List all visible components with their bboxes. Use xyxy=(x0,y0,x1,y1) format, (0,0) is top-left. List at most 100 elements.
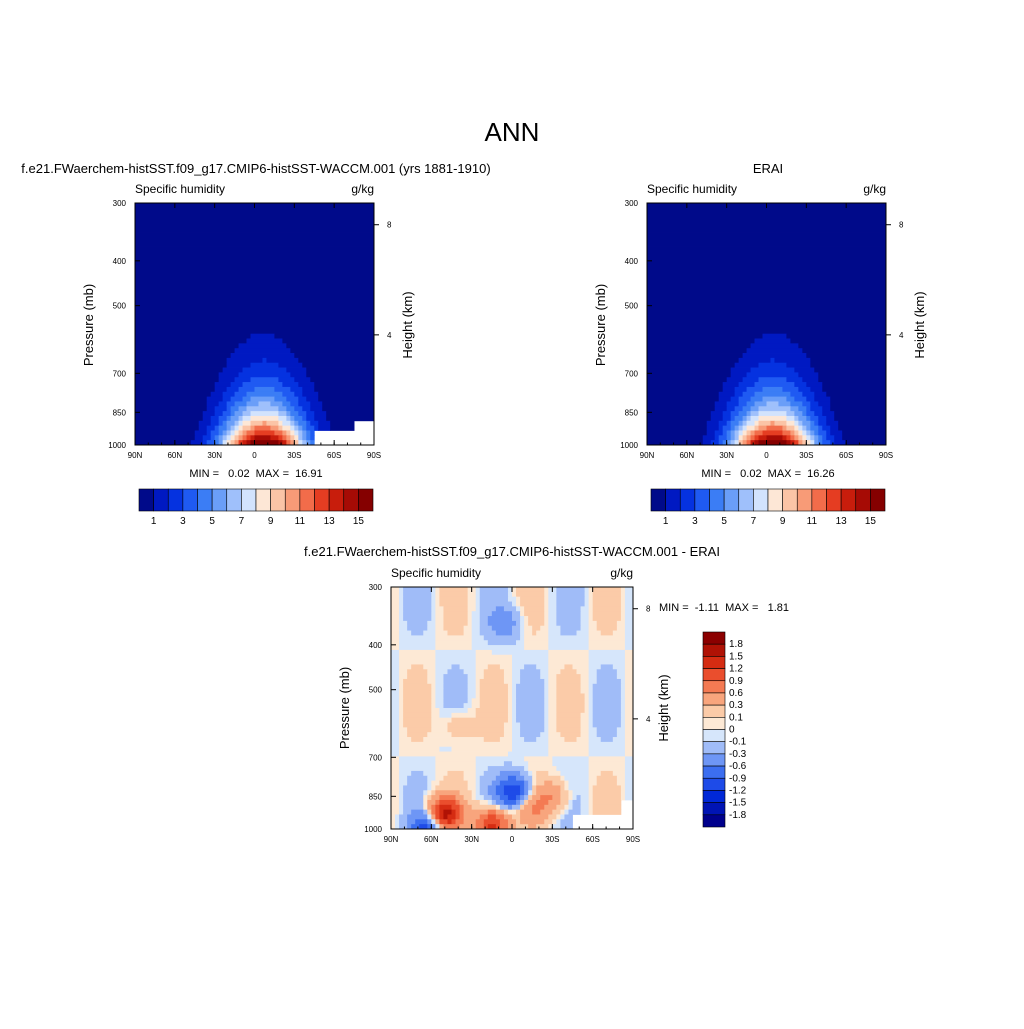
contour-cell xyxy=(399,780,408,786)
contour-cell xyxy=(399,703,404,709)
contour-cell xyxy=(278,411,287,417)
contour-cell xyxy=(786,362,811,368)
contour-cell xyxy=(475,683,481,690)
contour-cell xyxy=(544,722,549,728)
contour-cell xyxy=(624,601,634,607)
contour-cell xyxy=(135,391,212,397)
contour-cell xyxy=(250,440,279,446)
contour-cell xyxy=(507,698,513,704)
contour-cell xyxy=(580,620,590,627)
contour-cell xyxy=(443,693,469,699)
colorbar-swatch xyxy=(702,656,726,669)
contour-cell xyxy=(624,640,634,646)
contour-cell xyxy=(624,678,634,685)
contour-cell xyxy=(714,430,724,436)
contour-cell xyxy=(520,727,545,733)
contour-cell xyxy=(491,625,513,631)
contour-cell xyxy=(435,785,469,791)
contour-cell xyxy=(532,625,541,631)
contour-cell xyxy=(135,396,208,402)
contour-cell xyxy=(423,795,428,801)
contour-cell xyxy=(647,367,732,373)
contour-cell xyxy=(818,430,827,436)
colorbar-label: 9 xyxy=(268,516,274,527)
contour-cell xyxy=(455,819,464,825)
contour-cell xyxy=(298,420,307,427)
contour-cell xyxy=(710,415,724,422)
contour-cell xyxy=(742,391,755,397)
contour-cell xyxy=(507,693,513,699)
contour-cell xyxy=(588,625,598,631)
contour-cell xyxy=(495,785,505,791)
contour-cell xyxy=(588,809,594,815)
contour-cell xyxy=(616,780,626,786)
contour-cell xyxy=(503,674,513,680)
contour-cell xyxy=(746,440,751,446)
y2-tick-label: 4 xyxy=(387,331,392,340)
contour-cell xyxy=(447,722,505,728)
contour-cell xyxy=(556,611,581,617)
contour-cell xyxy=(483,669,505,675)
contour-cell xyxy=(548,645,590,651)
contour-cell xyxy=(443,625,464,631)
contour-cell xyxy=(806,353,887,359)
contour-cell xyxy=(234,440,239,446)
contour-cell xyxy=(794,425,799,431)
contour-cell xyxy=(742,430,747,436)
colorbar-swatch xyxy=(702,631,726,645)
contour-cell xyxy=(190,440,204,446)
contour-cell xyxy=(524,780,529,786)
contour-cell xyxy=(391,780,400,786)
obs-min-max: MIN = 0.02 MAX = 16.26 xyxy=(701,468,834,480)
contour-cell xyxy=(548,824,553,830)
contour-cell xyxy=(483,824,489,830)
contour-cell xyxy=(439,780,469,786)
contour-cell xyxy=(435,620,444,627)
contour-cell xyxy=(427,795,432,801)
contour-cell xyxy=(592,804,622,811)
contour-cell xyxy=(399,630,412,636)
contour-cell xyxy=(512,727,521,733)
contour-cell xyxy=(407,674,428,680)
contour-cell xyxy=(391,737,400,743)
contour-cell xyxy=(588,649,626,656)
contour-cell xyxy=(624,620,634,627)
contour-cell xyxy=(399,809,404,815)
x-tick-label: 30S xyxy=(287,451,301,460)
contour-cell xyxy=(286,430,291,436)
colorbar-label: 1.2 xyxy=(729,664,743,675)
contour-cell xyxy=(467,678,477,685)
contour-cell xyxy=(548,683,557,690)
contour-cell xyxy=(647,372,732,378)
contour-cell xyxy=(399,693,404,699)
contour-cell xyxy=(588,795,594,801)
contour-cell xyxy=(214,386,228,393)
contour-cell xyxy=(592,601,622,607)
contour-cell xyxy=(322,401,375,407)
contour-cell xyxy=(278,377,295,383)
contour-cell xyxy=(568,795,573,801)
colorbar-label: 1.8 xyxy=(729,639,743,650)
contour-cell xyxy=(512,708,517,714)
contour-cell xyxy=(467,616,473,622)
contour-cell xyxy=(443,674,469,680)
contour-cell xyxy=(194,435,204,441)
contour-cell xyxy=(588,678,598,685)
contour-cell xyxy=(246,435,251,441)
contour-cell xyxy=(588,596,594,602)
contour-cell xyxy=(822,425,831,431)
contour-cell xyxy=(391,635,400,641)
contour-cell xyxy=(786,415,795,422)
contour-cell xyxy=(528,824,537,830)
contour-cell xyxy=(596,775,618,781)
contour-cell xyxy=(507,708,513,714)
contour-cell xyxy=(548,741,590,748)
contour-cell xyxy=(270,401,283,407)
contour-cell xyxy=(407,775,428,781)
contour-cell xyxy=(544,591,549,598)
contour-cell xyxy=(435,761,477,767)
contour-cell xyxy=(738,440,743,446)
contour-cell xyxy=(202,411,216,417)
contour-cell xyxy=(391,669,400,675)
contour-cell xyxy=(431,790,436,796)
